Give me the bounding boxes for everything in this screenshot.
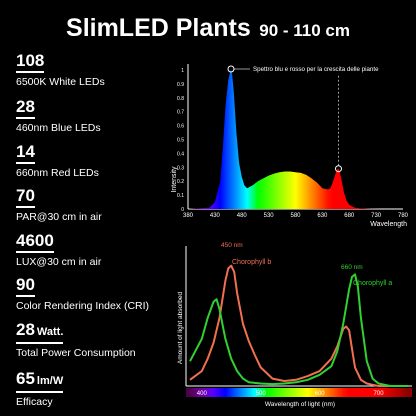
- peak-label: 450 nm: [221, 242, 243, 249]
- x-axis-label: Wavelength: [370, 221, 407, 228]
- x-tick-label: 600: [315, 391, 326, 397]
- spec-value: 28: [16, 98, 35, 119]
- y-tick-label: 0.1: [177, 193, 184, 199]
- spec-item: 108 6500K White LEDs: [16, 52, 105, 89]
- chart-annotation-text: Spettro blu e rosso per la crescita dell…: [253, 66, 379, 73]
- spec-item: 28 Watt. Total Power Consumption: [16, 321, 136, 360]
- spectrum-color-band: [186, 388, 412, 397]
- x-tick-label: 400: [197, 391, 208, 397]
- spec-label: 6500K White LEDs: [16, 76, 105, 88]
- spec-label: Color Rendering Index (CRI): [16, 300, 150, 312]
- spec-label: Total Power Consumption: [16, 347, 136, 359]
- x-tick-label: 680: [344, 213, 355, 219]
- spec-value: 108: [16, 52, 45, 73]
- spec-value: 70: [16, 187, 35, 208]
- x-tick-label: 630: [317, 213, 328, 219]
- spec-label: 660nm Red LEDs: [16, 167, 99, 179]
- spec-label: 460nm Blue LEDs: [16, 122, 101, 134]
- y-tick-label: 0.7: [177, 110, 184, 116]
- y-tick-label: 0.6: [177, 124, 184, 130]
- title-main: SlimLED Plants: [66, 14, 251, 42]
- x-tick-label: 530: [264, 213, 275, 219]
- spec-item: 4600 LUX@30 cm in air: [16, 232, 101, 269]
- y-tick-label: 0.2: [177, 179, 184, 185]
- y-tick-label: 0.3: [177, 165, 184, 171]
- page-title: SlimLED Plants 90 - 110 cm: [0, 14, 416, 43]
- spec-label: PAR@30 cm in air: [16, 211, 102, 223]
- spec-value: 65 lm/W: [16, 370, 64, 393]
- peak-label: 660 nm: [341, 264, 363, 271]
- y-tick-label: 1: [181, 68, 184, 74]
- spec-unit: Watt.: [36, 326, 64, 338]
- spec-unit: lm/W: [36, 375, 64, 387]
- y-tick-label: 0.5: [177, 138, 184, 144]
- x-tick-label: 480: [237, 213, 248, 219]
- series-label: Chorophyll a: [353, 280, 392, 287]
- spec-label: LUX@30 cm in air: [16, 256, 102, 268]
- x-tick-label: 430: [210, 213, 221, 219]
- x-tick-label: 780: [398, 213, 409, 219]
- series-label: Chorophyll b: [232, 259, 271, 266]
- y-axis-label: Intensity: [171, 166, 178, 193]
- spec-item: 65 lm/W Efficacy: [16, 370, 64, 409]
- series-line: [189, 273, 408, 387]
- x-tick-label: 730: [371, 213, 382, 219]
- spec-item: 14 660nm Red LEDs: [16, 143, 99, 180]
- y-axis-label: Amount of light absorbed: [177, 291, 184, 364]
- spec-value: 14: [16, 143, 35, 164]
- spec-label: Efficacy: [16, 396, 53, 408]
- spec-value: 90: [16, 276, 35, 297]
- y-tick-label: 0: [181, 207, 184, 213]
- y-tick-label: 0.8: [177, 96, 184, 102]
- spec-item: 90 Color Rendering Index (CRI): [16, 276, 149, 313]
- x-axis-label: Wavelength of light (nm): [265, 401, 335, 408]
- y-tick-label: 0.4: [177, 151, 184, 157]
- x-tick-label: 380: [183, 213, 194, 219]
- spec-value: 4600: [16, 232, 54, 253]
- spectrum-area: [188, 70, 403, 209]
- spec-item: 28 460nm Blue LEDs: [16, 98, 101, 135]
- x-tick-label: 580: [290, 213, 301, 219]
- spec-item: 70 PAR@30 cm in air: [16, 187, 102, 224]
- title-range: 90 - 110 cm: [259, 21, 350, 40]
- y-tick-label: 0.9: [177, 82, 184, 88]
- x-tick-label: 500: [256, 391, 267, 397]
- x-tick-label: 700: [374, 391, 385, 397]
- spec-value: 28 Watt.: [16, 321, 64, 344]
- series-line: [189, 264, 408, 387]
